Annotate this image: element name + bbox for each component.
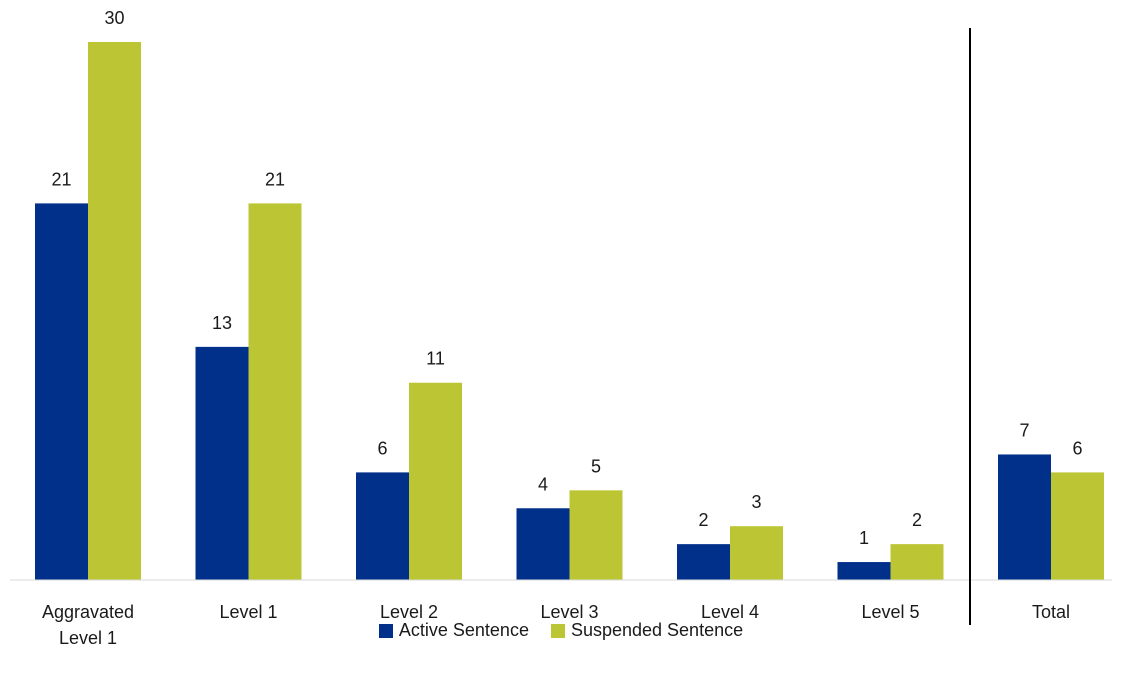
bar-active-1 [195,346,249,580]
bar-suspended-6 [1051,472,1104,580]
category-label-1: Level 1 [219,602,277,622]
category-label-line: Level 3 [540,602,598,622]
category-label-line: Aggravated [42,602,134,622]
bar-active-0 [35,203,88,580]
category-label-2: Level 2 [380,602,438,622]
category-label-3: Level 3 [540,602,598,622]
legend-item-suspended: Suspended Sentence [550,620,744,641]
legend-item-active: Active Sentence [378,620,529,641]
value-label-suspended-6: 6 [1072,438,1082,458]
category-label-6: Total [1032,602,1070,622]
bar-active-6 [998,454,1051,580]
bar-active-3 [516,508,570,580]
bar-suspended-0 [88,42,141,580]
bar-suspended-2 [409,382,462,580]
value-label-active-5: 1 [859,528,869,548]
bar-active-2 [356,472,409,580]
category-label-line: Level 4 [701,602,759,622]
legend-label-suspended: Suspended Sentence [570,620,744,640]
value-label-suspended-0: 30 [104,8,124,28]
legend-swatch-active [378,623,393,638]
bar-suspended-3 [569,490,623,580]
category-label-line: Total [1032,602,1070,622]
value-label-suspended-4: 3 [751,492,761,512]
category-labels-group: Aggravated Level 1 Level 1 Level 2 Level 3 Le… [42,602,1070,648]
legend-swatch-suspended [550,623,565,638]
category-label-line: Level 1 [219,602,277,622]
category-label-line: Level 5 [861,602,919,622]
value-label-active-4: 2 [698,510,708,530]
category-label-5: Level 5 [861,602,919,622]
legend-label-active: Active Sentence [398,620,529,640]
bar-active-4 [677,544,730,580]
value-label-active-0: 21 [51,169,71,189]
value-label-suspended-2: 11 [426,349,445,369]
value-label-active-3: 4 [538,474,548,494]
bar-suspended-1 [248,203,302,580]
value-label-active-1: 13 [212,313,232,333]
value-label-active-2: 6 [377,438,387,458]
bar-suspended-5 [890,544,944,580]
value-label-active-6: 7 [1019,420,1029,440]
value-label-suspended-3: 5 [591,456,601,476]
value-label-suspended-5: 2 [912,510,922,530]
category-label-line: Level 1 [59,628,117,648]
bar-suspended-4 [730,526,783,580]
value-label-suspended-1: 21 [265,169,285,189]
category-label-line: Level 2 [380,602,438,622]
legend: Active Sentence Suspended Sentence [0,620,1122,641]
bars-group [35,42,1104,580]
bar-active-5 [837,562,891,580]
category-label-4: Level 4 [701,602,759,622]
category-label-0: Aggravated Level 1 [42,602,134,648]
